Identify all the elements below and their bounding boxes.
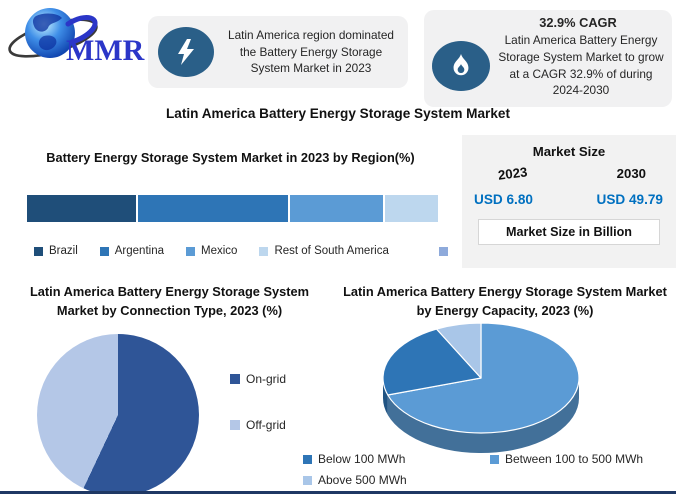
connection-pie-chart (37, 334, 199, 494)
capacity-3d-pie-chart (382, 322, 580, 453)
callout-right-text: Latin America Battery Energy Storage Sys… (498, 33, 664, 98)
market-size-panel: Market Size 2023 2030 USD 6.80 USD 49.79… (462, 135, 676, 268)
flame-icon (432, 40, 490, 91)
market-size-value-2030: USD 49.79 (596, 192, 664, 207)
logo-text: MMR (66, 34, 145, 67)
legend-item-brazil: Brazil (34, 245, 78, 257)
capacity-pie-legend-left: Below 100 MWh Above 500 MWh (303, 452, 407, 487)
legend-label: On-grid (246, 372, 287, 386)
legend-swatch (186, 246, 195, 256)
pie-slice-below-100-mwh (382, 328, 482, 396)
legend-swatch (303, 454, 312, 464)
legend-item-argentina: Argentina (99, 245, 164, 257)
market-size-year-2023: 2023 (497, 164, 529, 183)
legend-swatch (490, 454, 499, 464)
legend-label: Argentina (114, 245, 164, 257)
cagr-value: 32.9% CAGR (539, 15, 617, 30)
legend-item-below-100-mwh: Below 100 MWh (303, 452, 407, 466)
legend-item-above-500-mwh: Above 500 MWh (303, 473, 407, 487)
region-bar-chart-title: Battery Energy Storage System Market in … (46, 150, 415, 165)
legend-label: Below 100 MWh (318, 452, 406, 466)
mmr-logo: MMR (6, 4, 146, 68)
legend-swatch (439, 246, 448, 256)
legend-swatch (259, 246, 269, 256)
callout-left-text: Latin America region dominated the Batte… (228, 27, 394, 76)
bar-segment-argentina (138, 195, 289, 222)
bar-segment-brazil (27, 195, 137, 222)
market-size-value-2023: USD 6.80 (474, 192, 533, 207)
legend-label: Mexico (201, 245, 238, 257)
legend-swatch (99, 246, 109, 256)
legend-swatch (230, 420, 240, 430)
market-size-unit-label: Market Size in Billion (478, 219, 660, 245)
legend-item-mexico: Mexico (186, 245, 237, 257)
bottom-border-line (0, 491, 676, 494)
connection-pie-title: Latin America Battery Energy Storage Sys… (29, 284, 310, 319)
lightning-icon (158, 27, 214, 77)
legend-label: Between 100 to 500 MWh (505, 452, 644, 466)
pie-side-between-100-to-500-mwh (387, 378, 579, 453)
page-title: Latin America Battery Energy Storage Sys… (166, 106, 510, 121)
globe-logo-icon: MMR (8, 8, 145, 67)
legend-item-unlabeled (439, 246, 454, 256)
legend-item-between-100-to-500-mwh: Between 100 to 500 MWh (490, 452, 643, 466)
legend-swatch (303, 475, 312, 485)
bar-segment-mexico (290, 195, 384, 222)
pie-slice-between-100-to-500-mwh (387, 322, 580, 434)
legend-item-on-grid: On-grid (230, 372, 286, 386)
legend-swatch (34, 246, 43, 256)
market-size-year-2030: 2030 (616, 166, 646, 181)
capacity-pie-legend-right: Between 100 to 500 MWh (490, 452, 643, 466)
legend-swatch (230, 374, 240, 384)
pie-slice-above-500-mwh (435, 322, 482, 379)
legend-item-rest-of-south-america: Rest of South America (259, 245, 389, 257)
bar-segment-rest-of-south-america (385, 195, 438, 222)
callout-dominant-region: Latin America region dominated the Batte… (148, 16, 408, 88)
capacity-pie-title: Latin America Battery Energy Storage Sys… (343, 284, 667, 319)
region-stacked-bar (27, 195, 438, 222)
legend-label: Above 500 MWh (318, 473, 407, 487)
callout-cagr: 32.9% CAGR Latin America Battery Energy … (424, 10, 672, 107)
region-bar-legend: Brazil Argentina Mexico Rest of South Ameri… (34, 245, 454, 257)
market-size-title: Market Size (532, 144, 606, 159)
legend-label: Off-grid (246, 418, 286, 432)
connection-pie-legend: On-grid Off-grid (230, 372, 286, 432)
legend-label: Brazil (49, 245, 78, 257)
legend-item-off-grid: Off-grid (230, 418, 286, 432)
legend-label: Rest of South America (274, 245, 389, 257)
